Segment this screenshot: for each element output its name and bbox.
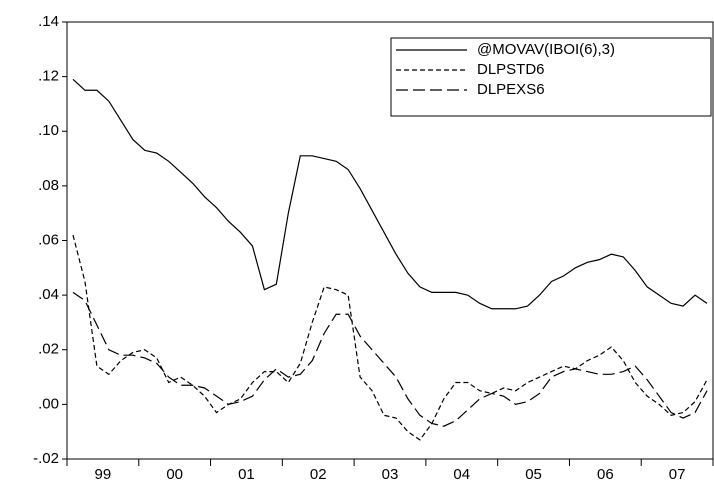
y-tick-label: .04 <box>38 286 59 303</box>
x-tick-label: 02 <box>310 466 327 483</box>
y-tick-label: .02 <box>38 341 59 358</box>
legend-label: @MOVAV(IBOI(6),3) <box>477 41 615 58</box>
legend-box <box>390 37 712 117</box>
y-tick-label: .08 <box>38 177 59 194</box>
series-line <box>72 78 708 310</box>
x-tick-label: 99 <box>95 466 112 483</box>
y-tick-label: .12 <box>38 68 59 85</box>
y-tick-label: .10 <box>38 122 59 139</box>
x-tick-label: 06 <box>597 466 614 483</box>
y-tick-label: -.02 <box>33 450 59 467</box>
x-tick-label: 04 <box>453 466 470 483</box>
y-tick-label: .06 <box>38 231 59 248</box>
y-tick-label: .00 <box>38 395 59 412</box>
series-line <box>72 291 708 427</box>
x-tick-label: 01 <box>238 466 255 483</box>
legend-label: DLPEXS6 <box>477 81 545 98</box>
legend-label: DLPSTD6 <box>477 61 545 78</box>
x-tick-label: 07 <box>669 466 686 483</box>
x-tick-label: 03 <box>382 466 399 483</box>
series-line <box>72 234 708 441</box>
x-tick-label: 00 <box>166 466 183 483</box>
y-tick-label: .14 <box>38 13 59 30</box>
x-tick-label: 05 <box>525 466 542 483</box>
